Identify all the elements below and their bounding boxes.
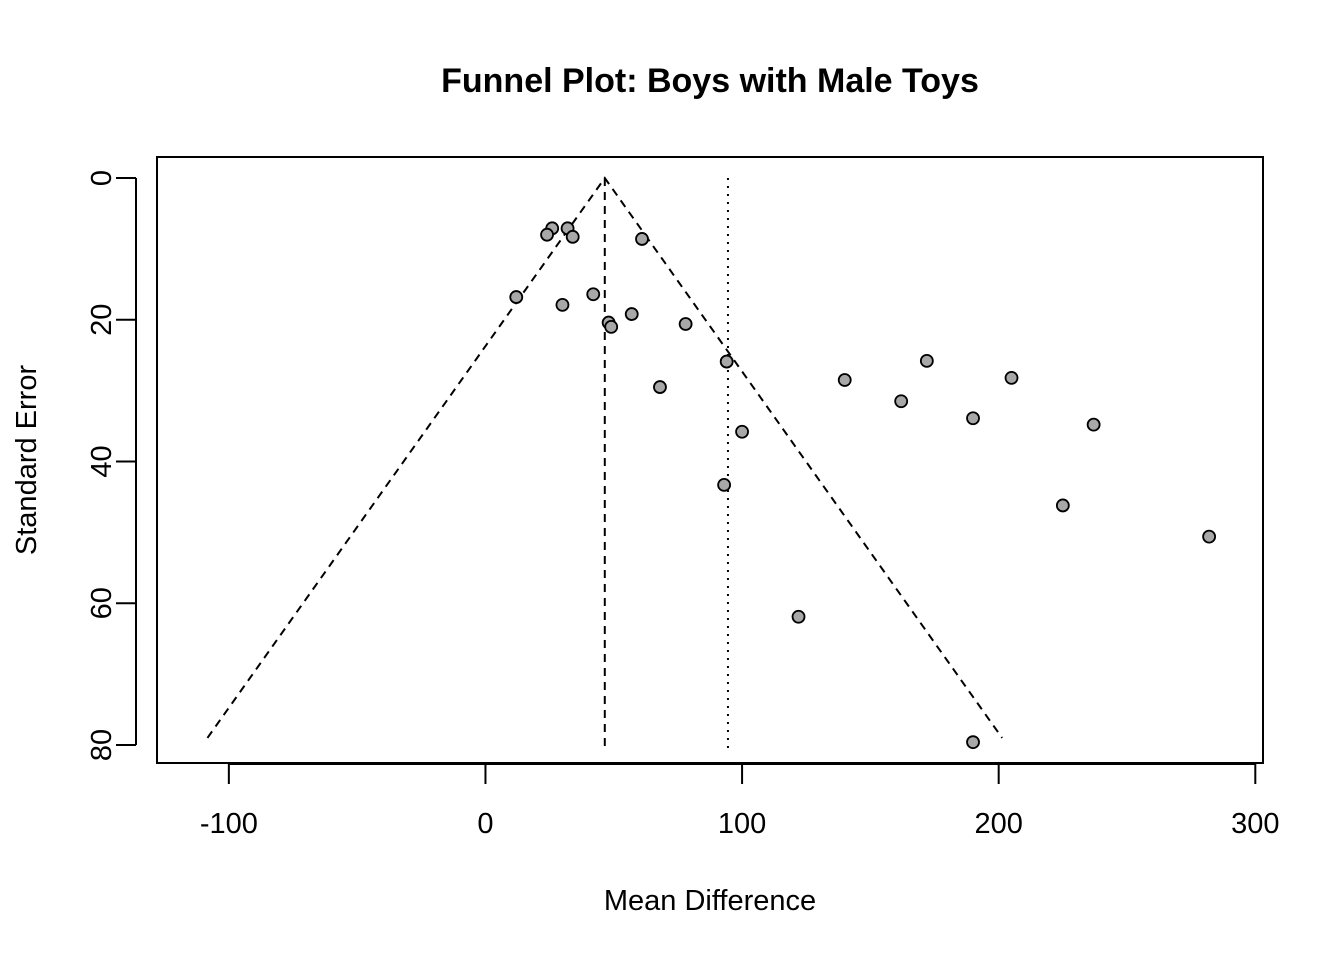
data-point [717, 477, 732, 492]
data-point [635, 232, 649, 246]
x-tick-label: 0 [477, 808, 493, 840]
data-point [894, 394, 909, 409]
funnel-lines [206, 176, 1003, 749]
data-point [735, 424, 749, 439]
data-point [791, 609, 806, 624]
data-point [1202, 529, 1217, 544]
data-point [837, 373, 852, 387]
data-point [678, 317, 693, 331]
y-tick-label: 40 [86, 445, 118, 477]
data-points [509, 221, 1217, 750]
y-tick-label: 80 [86, 729, 118, 761]
data-point [966, 411, 980, 426]
x-tick-label: -100 [200, 808, 258, 840]
plot-frame [156, 156, 1264, 764]
data-point [624, 307, 639, 321]
x-tick-label: 200 [974, 808, 1022, 840]
y-tick-label: 20 [86, 304, 118, 336]
data-point [919, 353, 934, 368]
x-axis: -100 0 100 200 300 [200, 763, 1279, 840]
data-point [1055, 498, 1070, 513]
chart-title: Funnel Plot: Boys with Male Toys [441, 62, 979, 100]
data-point [565, 229, 580, 244]
data-point [540, 227, 554, 242]
y-axis: 0 20 40 60 80 [86, 170, 137, 761]
data-point [555, 297, 570, 312]
y-axis-title: Standard Error [11, 365, 43, 556]
data-point [719, 354, 734, 369]
data-point [1004, 370, 1019, 385]
data-point [604, 319, 619, 334]
x-tick-label: 100 [718, 808, 766, 840]
x-tick-label: 300 [1231, 808, 1279, 840]
funnel-boundary [206, 176, 1003, 739]
data-point [966, 735, 980, 750]
y-tick-label: 0 [86, 170, 118, 186]
data-point [509, 290, 524, 304]
data-point [586, 287, 601, 302]
data-point [653, 380, 667, 394]
data-point [1086, 417, 1101, 432]
y-tick-label: 60 [86, 587, 118, 619]
x-axis-title: Mean Difference [604, 885, 816, 917]
